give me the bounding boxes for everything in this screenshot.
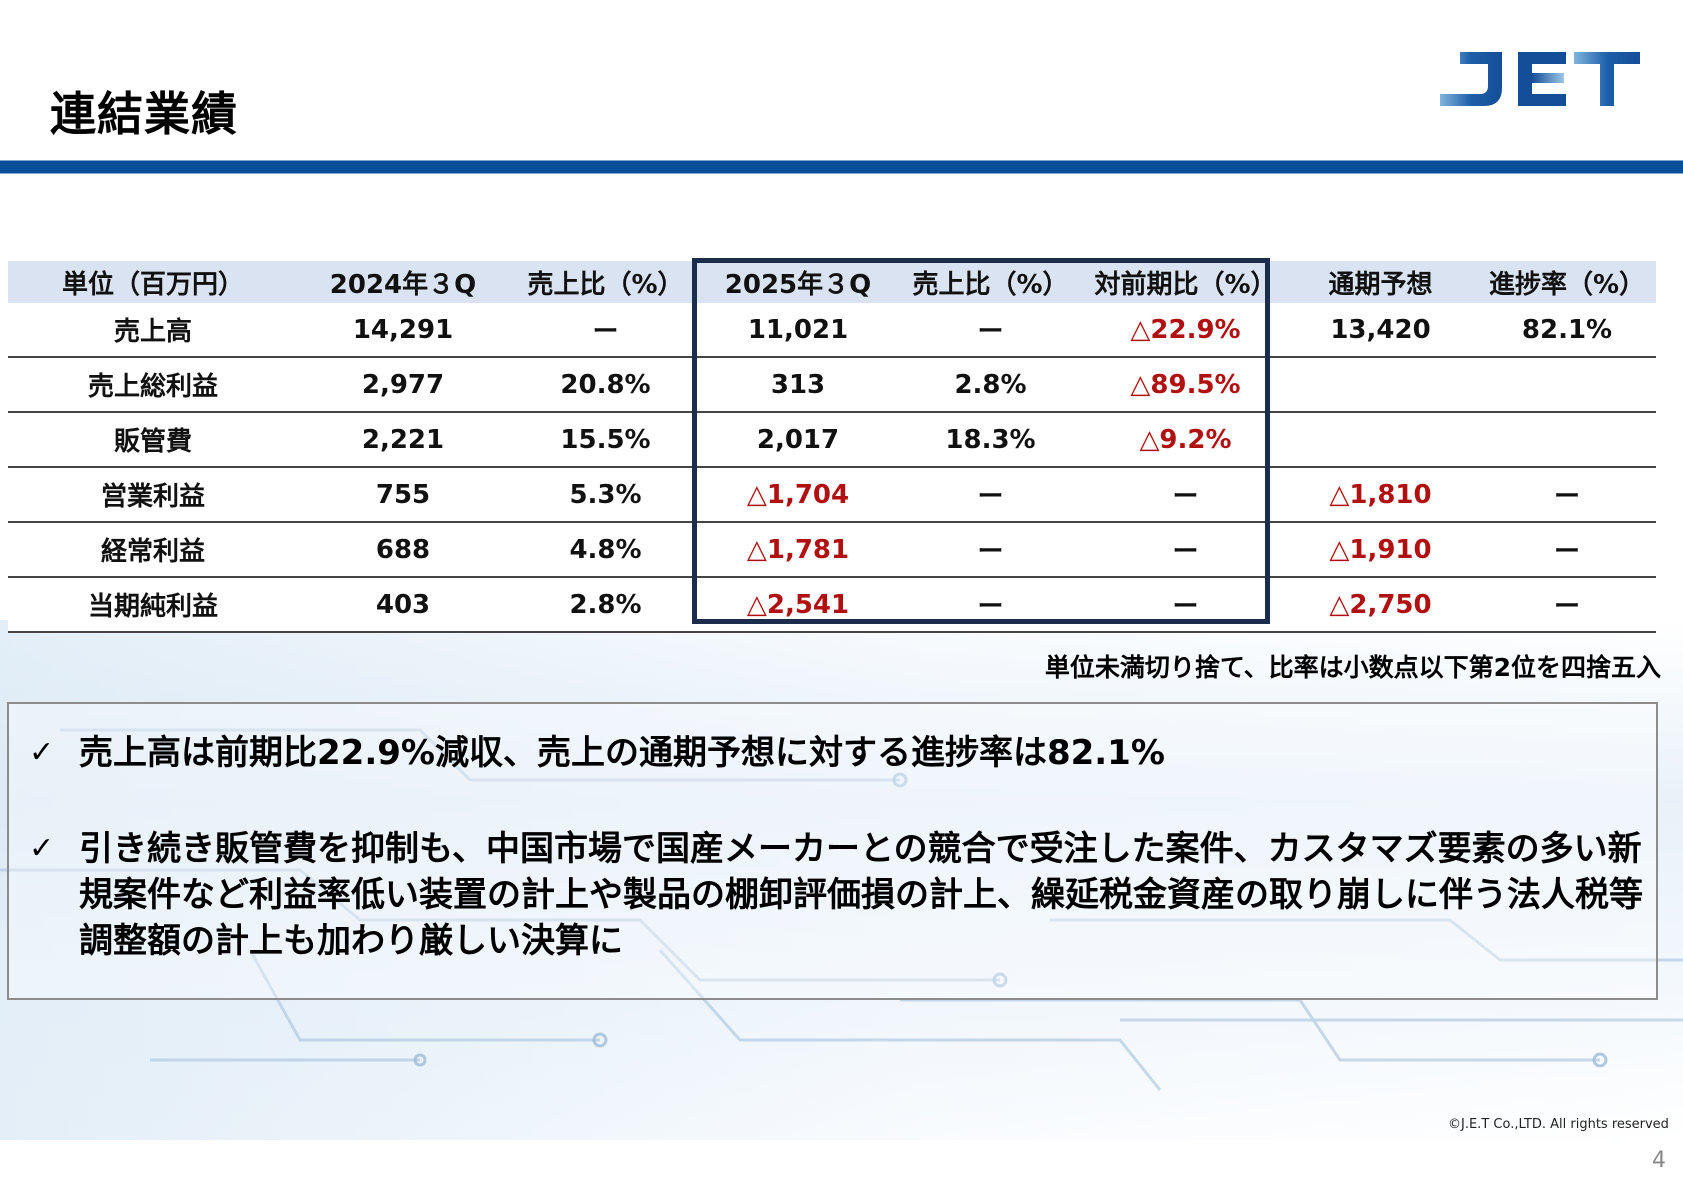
cell-2024q3: 2,221 [298,412,508,468]
cell-2024-ratio: 15.5% [508,412,703,468]
cell-progress [1478,412,1656,468]
cell-yoy: △89.5% [1088,357,1283,413]
cell-progress: ー [1478,522,1656,578]
cell-progress: ー [1478,577,1656,633]
circuit-pattern-icon [0,728,1683,1091]
copyright: ©J.E.T Co.,LTD. All rights reserved [1448,1117,1669,1132]
cell-2024q3: 755 [298,467,508,523]
cell-progress [1478,357,1656,413]
cell-2024-ratio: 20.8% [508,357,703,413]
row-label: 売上高 [8,303,298,358]
header-yoy: 対前期比（%） [1088,261,1283,303]
jet-logo-icon [1440,52,1640,106]
summary-bullet-text: 引き続き販管費を抑制も、中国市場で国産メーカーとの競合で受注した案件、カスタマズ… [79,829,1643,961]
cell-yoy: ー [1088,577,1283,633]
header-unit: 単位（百万円） [8,261,298,303]
table-row-operating-profit: 営業利益 755 5.3% △1,704 ー ー △1,810 ー [8,467,1656,523]
cell-2024-ratio: 4.8% [508,522,703,578]
cell-progress: 82.1% [1478,303,1656,358]
cell-2024-ratio: 5.3% [508,467,703,523]
header-progress-rate: 進捗率（%） [1478,261,1656,303]
header-full-year-forecast: 通期予想 [1283,261,1478,303]
cell-2024-ratio: ー [508,303,703,358]
financial-results-table: 単位（百万円） 2024年３Q 売上比（%） 2025年３Q 売上比（%） 対前… [8,261,1656,633]
cell-progress: ー [1478,467,1656,523]
header-2024-sales-ratio: 売上比（%） [508,261,703,303]
cell-yoy: ー [1088,522,1283,578]
header-2025q3: 2025年３Q [703,261,893,303]
cell-forecast [1283,357,1478,413]
cell-2024q3: 2,977 [298,357,508,413]
table-row-net-income: 当期純利益 403 2.8% △2,541 ー ー △2,750 ー [8,577,1656,633]
table-header-row: 単位（百万円） 2024年３Q 売上比（%） 2025年３Q 売上比（%） 対前… [8,261,1656,303]
cell-forecast: 13,420 [1283,303,1478,358]
table-row-gross-profit: 売上総利益 2,977 20.8% 313 2.8% △89.5% [8,357,1656,413]
cell-2025-ratio: 2.8% [893,357,1088,413]
cell-2025q3: 313 [703,357,893,413]
page-title: 連結業績 [50,87,238,141]
header-2024q3: 2024年３Q [298,261,508,303]
cell-forecast: △1,810 [1283,467,1478,523]
cell-2025-ratio: 18.3% [893,412,1088,468]
cell-2025q3: △1,781 [703,522,893,578]
row-label: 経常利益 [8,522,298,578]
rounding-note: 単位未満切り捨て、比率は小数点以下第2位を四捨五入 [1044,653,1661,682]
cell-2025q3: △1,704 [703,467,893,523]
cell-2024q3: 403 [298,577,508,633]
summary-box: ✓ 売上高は前期比22.9%減収、売上の通期予想に対する進捗率は82.1% ✓ … [7,702,1658,1000]
cell-2025-ratio: ー [893,303,1088,358]
table-row-net-sales: 売上高 14,291 ー 11,021 ー △22.9% 13,420 82.1… [8,303,1656,358]
cell-forecast: △2,750 [1283,577,1478,633]
row-label: 営業利益 [8,467,298,523]
cell-2025q3: 2,017 [703,412,893,468]
check-icon: ✓ [29,735,55,770]
cell-2025-ratio: ー [893,577,1088,633]
row-label: 販管費 [8,412,298,468]
table-row-ordinary-profit: 経常利益 688 4.8% △1,781 ー ー △1,910 ー [8,522,1656,578]
header-2025-sales-ratio: 売上比（%） [893,261,1088,303]
cell-2025-ratio: ー [893,467,1088,523]
table-row-sga: 販管費 2,221 15.5% 2,017 18.3% △9.2% [8,412,1656,468]
header-divider [0,160,1683,174]
jet-logo [1440,48,1640,110]
cell-yoy: △22.9% [1088,303,1283,358]
row-label: 売上総利益 [8,357,298,413]
cell-yoy: △9.2% [1088,412,1283,468]
cell-2025q3: △2,541 [703,577,893,633]
cell-2025-ratio: ー [893,522,1088,578]
check-icon: ✓ [29,831,55,866]
cell-2025q3: 11,021 [703,303,893,358]
cell-2024q3: 14,291 [298,303,508,358]
cell-2024-ratio: 2.8% [508,577,703,633]
cell-forecast [1283,412,1478,468]
row-label: 当期純利益 [8,577,298,633]
page-number: 4 [1652,1148,1666,1173]
cell-2024q3: 688 [298,522,508,578]
circuit-background [0,620,1683,1140]
summary-bullet-text: 売上高は前期比22.9%減収、売上の通期予想に対する進捗率は82.1% [79,733,1165,773]
cell-yoy: ー [1088,467,1283,523]
cell-forecast: △1,910 [1283,522,1478,578]
